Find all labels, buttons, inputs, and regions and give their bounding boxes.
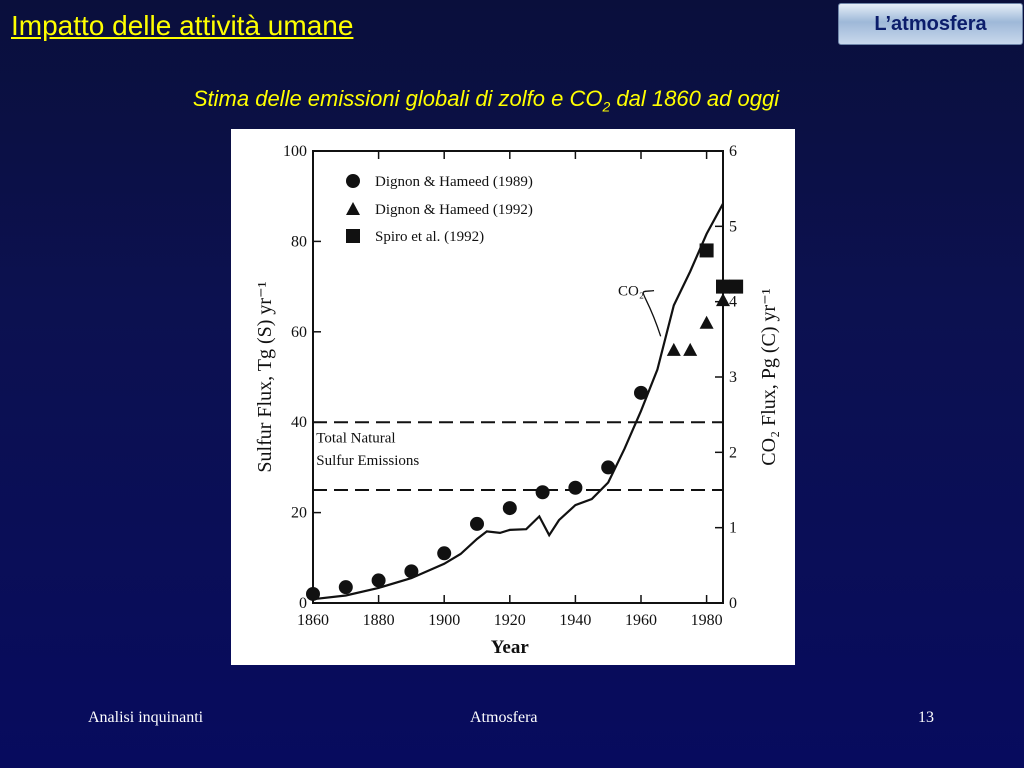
footer-left: Analisi inquinanti bbox=[88, 709, 204, 726]
chart-annotation: Total Natural bbox=[316, 431, 395, 447]
plot-frame bbox=[312, 150, 724, 604]
y-left-tick-label: 100 bbox=[283, 143, 307, 160]
circle-point bbox=[568, 480, 583, 495]
circle-point bbox=[601, 460, 616, 475]
y-right-axis-label: CO₂ Flux, Pg (C) yr⁻¹ bbox=[758, 288, 780, 465]
y-left-tick-label: 60 bbox=[291, 324, 307, 341]
y-right-tick-label: 0 bbox=[729, 595, 737, 612]
y-right-tick-label: 2 bbox=[729, 444, 737, 461]
y-right-tick-label: 6 bbox=[729, 143, 737, 160]
y-right-tick-label: 5 bbox=[729, 218, 737, 235]
y-left-tick-label: 40 bbox=[291, 414, 307, 431]
square-point bbox=[716, 279, 730, 294]
x-axis-label: Year bbox=[491, 637, 530, 658]
chart-panel: 1860 1880 1900 1920 1940 1960 1980 0 20 40 60 80 100… bbox=[231, 129, 795, 665]
y-right-tick-label: 4 bbox=[729, 294, 737, 311]
subtitle-text: Stima delle emissioni globali di zolfo e… bbox=[192, 86, 603, 111]
x-tick-label: 1940 bbox=[559, 612, 591, 629]
circle-point bbox=[306, 586, 320, 601]
triangle-point bbox=[699, 315, 714, 329]
legend-square-marker bbox=[346, 229, 360, 243]
y-right-tick-label: 1 bbox=[729, 520, 737, 537]
y-left-tick-label: 80 bbox=[291, 233, 307, 250]
section-tab: L’atmosfera bbox=[838, 3, 1023, 45]
legend-circle-marker bbox=[346, 174, 360, 188]
subtitle-subscript: 2 bbox=[602, 98, 611, 115]
legend-label: Dignon & Hameed (1992) bbox=[375, 202, 533, 218]
section-tab-label: L’atmosfera bbox=[874, 12, 987, 35]
y-right-tick-label: 3 bbox=[729, 369, 737, 386]
y-left-tick-label: 20 bbox=[291, 505, 307, 522]
chart-annotation: CO₂ bbox=[618, 284, 644, 300]
chart-subtitle: Stima delle emissioni globali di zolfo e… bbox=[0, 86, 972, 114]
circle-point bbox=[437, 546, 452, 561]
circle-point bbox=[338, 580, 353, 595]
legend-label: Dignon & Hameed (1989) bbox=[375, 174, 533, 190]
x-tick-label: 1880 bbox=[363, 612, 395, 629]
co2-annotation-leader bbox=[642, 289, 662, 337]
circle-point bbox=[502, 501, 517, 516]
x-tick-label: 1900 bbox=[428, 612, 460, 629]
x-tick-label: 1920 bbox=[494, 612, 526, 629]
triangle-point bbox=[683, 342, 698, 356]
x-tick-label: 1860 bbox=[297, 612, 329, 629]
y-left-tick-label: 0 bbox=[299, 595, 307, 612]
y-left-axis-label: Sulfur Flux, Tg (S) yr⁻¹ bbox=[254, 281, 276, 472]
footer-center: Atmosfera bbox=[470, 709, 538, 726]
square-point bbox=[729, 279, 744, 294]
legend-triangle-marker bbox=[346, 202, 360, 215]
square-point bbox=[699, 243, 714, 258]
circle-point bbox=[535, 485, 550, 500]
x-tick-label: 1960 bbox=[625, 612, 657, 629]
circle-point bbox=[371, 573, 386, 588]
triangle-point bbox=[716, 293, 730, 307]
triangle-point bbox=[666, 342, 681, 356]
emissions-chart: 1860 1880 1900 1920 1940 1960 1980020406080100… bbox=[254, 143, 780, 658]
x-tick-label: 1980 bbox=[691, 612, 723, 629]
subtitle-text-end: dal 1860 ad oggi bbox=[610, 86, 780, 111]
slide-title: Impatto delle attività umane bbox=[11, 10, 354, 41]
circle-point bbox=[470, 516, 484, 531]
legend-label: Spiro et al. (1992) bbox=[375, 229, 484, 245]
footer-page-number: 13 bbox=[918, 709, 934, 726]
circle-point bbox=[634, 385, 648, 400]
chart-annotation: Sulfur Emissions bbox=[316, 453, 419, 469]
circle-point bbox=[404, 564, 419, 579]
co2-line bbox=[312, 203, 724, 601]
